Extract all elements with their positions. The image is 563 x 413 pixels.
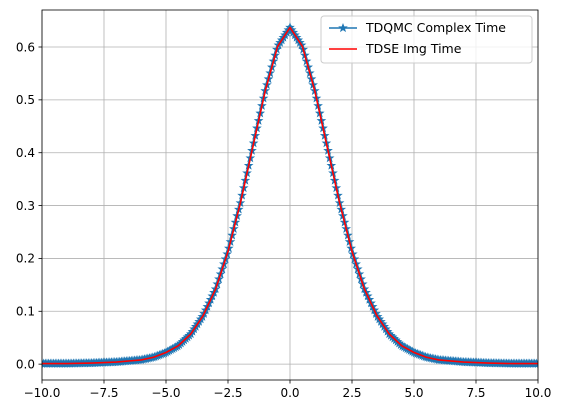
y-tick-label: 0.5	[16, 93, 35, 107]
y-tick-label: 0.4	[16, 146, 35, 160]
y-tick-label: 0.3	[16, 199, 35, 213]
x-tick-label: 5.0	[404, 386, 423, 400]
legend-label-tdse: TDSE Img Time	[365, 41, 462, 56]
series-line-tdse	[42, 26, 538, 365]
x-tick-label: 10.0	[525, 386, 552, 400]
x-tick-label: −7.5	[89, 386, 118, 400]
y-tick-label: 0.1	[16, 305, 35, 319]
legend-box	[320, 15, 533, 64]
y-tick-label: 0.6	[16, 40, 35, 54]
x-tick-label: 0.0	[280, 386, 299, 400]
series-layer	[42, 22, 538, 368]
x-tick-label: −10.0	[24, 386, 61, 400]
y-tick-label: 0.2	[16, 252, 35, 266]
legend-star-marker	[338, 22, 348, 33]
x-tick-label: 2.5	[342, 386, 361, 400]
axis-ticks: −10.0 −7.5 −5.0 −2.5 0.0 2.5 5.0 7.5 10.0 0.0 0.1 0…	[16, 40, 551, 400]
legend-label-tdqmc: TDQMC Complex Time	[365, 20, 506, 35]
legend: TDQMC Complex Time TDSE Img Time	[320, 15, 533, 64]
x-tick-label: −5.0	[151, 386, 180, 400]
x-tick-label: −2.5	[213, 386, 242, 400]
x-tick-label: 7.5	[466, 386, 485, 400]
y-tick-label: 0.0	[16, 357, 35, 371]
